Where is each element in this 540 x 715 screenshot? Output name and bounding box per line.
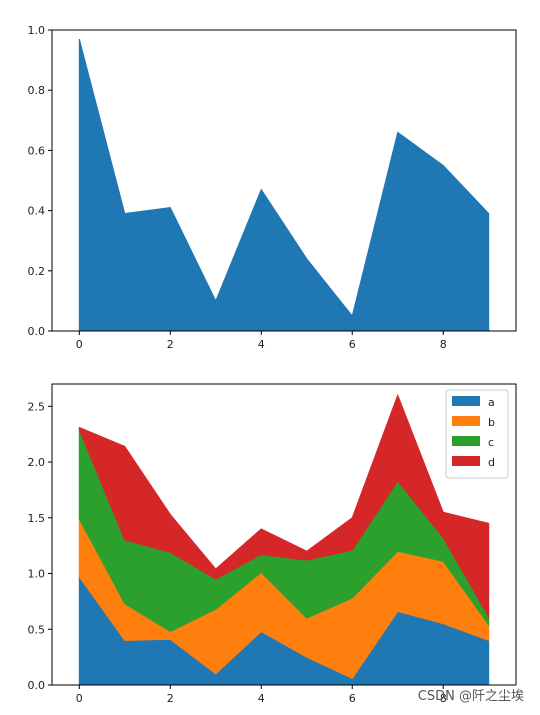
watermark-text: CSDN @阡之尘埃	[418, 689, 524, 704]
area-series-d	[78, 393, 490, 619]
x-tick-label: 8	[440, 692, 447, 705]
y-tick-label: 0.0	[28, 679, 46, 692]
legend-swatch-c	[452, 436, 480, 446]
y-tick-label: 0.4	[28, 205, 46, 218]
y-tick-label: 1.0	[28, 24, 46, 37]
legend-label-d: d	[488, 456, 495, 469]
y-tick-label: 2.5	[28, 400, 46, 413]
y-tick-label: 0.6	[28, 144, 46, 157]
x-tick-label: 8	[440, 338, 447, 351]
y-tick-label: 0.2	[28, 265, 46, 278]
area-series-s0	[78, 38, 490, 332]
legend-label-b: b	[488, 416, 495, 429]
legend-swatch-b	[452, 416, 480, 426]
x-tick-label: 2	[167, 338, 174, 351]
top-area-chart: 0 2 4 6 8 0.0 0.2 0.4 0.6 0.8 1.0	[28, 24, 517, 351]
legend-label-a: a	[488, 396, 495, 409]
x-tick-label: 4	[258, 338, 265, 351]
x-tick-label: 4	[258, 692, 265, 705]
x-tick-label: 0	[76, 338, 83, 351]
y-tick-label: 1.0	[28, 568, 46, 581]
y-tick-label: 0.5	[28, 623, 46, 636]
y-tick-label: 0.0	[28, 325, 46, 338]
x-tick-label: 6	[349, 692, 356, 705]
y-tick-label: 2.0	[28, 456, 46, 469]
legend-swatch-a	[452, 396, 480, 406]
legend-label-c: c	[488, 436, 494, 449]
legend-swatch-d	[452, 456, 480, 466]
x-tick-label: 6	[349, 338, 356, 351]
x-tick-label: 2	[167, 692, 174, 705]
x-tick-label: 0	[76, 692, 83, 705]
axes-frame	[51, 383, 517, 686]
y-tick-label: 1.5	[28, 512, 46, 525]
axes-frame	[51, 29, 517, 332]
y-tick-label: 0.8	[28, 84, 46, 97]
